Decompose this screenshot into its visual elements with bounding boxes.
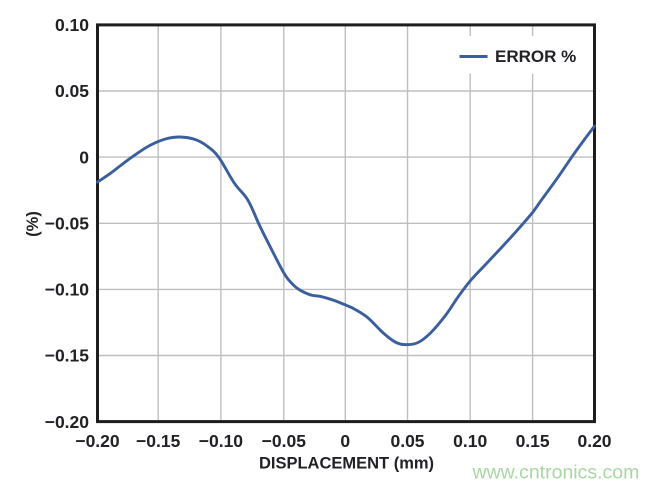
- svg-text:DISPLACEMENT (mm): DISPLACEMENT (mm): [259, 455, 434, 473]
- svg-text:−0.05: −0.05: [45, 214, 90, 234]
- svg-text:0.10: 0.10: [55, 15, 89, 35]
- svg-text:−0.10: −0.10: [199, 431, 244, 451]
- svg-text:(%): (%): [24, 211, 42, 237]
- svg-text:−0.15: −0.15: [136, 431, 181, 451]
- svg-text:www.cntronics.com: www.cntronics.com: [472, 461, 640, 483]
- svg-text:−0.20: −0.20: [45, 412, 90, 432]
- svg-text:0.20: 0.20: [577, 431, 611, 451]
- svg-text:ERROR %: ERROR %: [495, 47, 576, 66]
- svg-text:−0.15: −0.15: [45, 346, 90, 366]
- svg-text:0.05: 0.05: [390, 431, 424, 451]
- svg-text:0.10: 0.10: [453, 431, 487, 451]
- svg-text:0.15: 0.15: [516, 431, 550, 451]
- svg-text:0.05: 0.05: [55, 81, 89, 101]
- svg-text:0: 0: [79, 147, 89, 167]
- svg-text:−0.10: −0.10: [45, 280, 90, 300]
- svg-text:−0.20: −0.20: [75, 431, 120, 451]
- svg-text:0: 0: [340, 431, 350, 451]
- svg-text:−0.05: −0.05: [262, 431, 307, 451]
